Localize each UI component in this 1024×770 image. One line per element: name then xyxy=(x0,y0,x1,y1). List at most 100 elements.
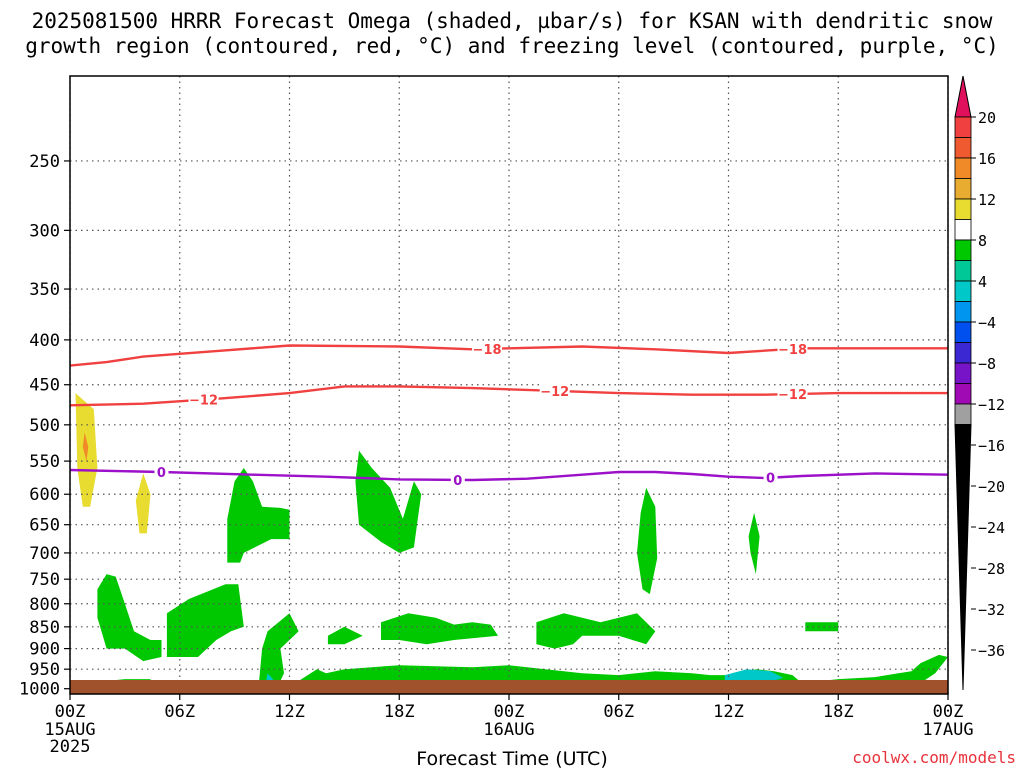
contour-0 xyxy=(70,468,948,482)
contour-labels: −18 −18 −12 −12 −12 0 0 0 xyxy=(154,340,808,489)
omega-region-5 xyxy=(97,574,162,662)
y-tick-label: 350 xyxy=(29,280,60,300)
credit-link[interactable]: coolwx.com/models xyxy=(852,748,1016,767)
omega-region-12 xyxy=(536,613,656,649)
colorbar-label: −12 xyxy=(978,396,1005,414)
omega-region-17 xyxy=(748,512,760,575)
omega-region-10 xyxy=(327,626,363,645)
omega-region-1 xyxy=(82,432,89,462)
y-tick-label: 1000 xyxy=(19,680,60,700)
contour-label-bg xyxy=(450,471,465,488)
contour-label-bg xyxy=(777,340,808,357)
colorbar-swatch xyxy=(954,260,972,282)
y-tick-label: 750 xyxy=(29,570,60,590)
colorbar-swatch xyxy=(954,116,972,138)
colorbar-label: −36 xyxy=(978,642,1005,660)
colorbar-swatch xyxy=(954,280,972,302)
omega-region-6 xyxy=(166,584,244,657)
x-tick-label: 00Z xyxy=(55,702,86,722)
y-tick-label: 650 xyxy=(29,516,60,536)
ground-bar xyxy=(70,680,948,694)
colorbar-swatch xyxy=(954,239,972,261)
y-tick-label: 450 xyxy=(29,376,60,396)
contour-label: −18 xyxy=(473,343,502,358)
chart-title-line1: 2025081500 HRRR Forecast Omega (shaded, … xyxy=(31,9,993,33)
contour-label-bg xyxy=(763,469,778,486)
colorbar-label: 12 xyxy=(978,191,996,209)
y-tick-label: 950 xyxy=(29,660,60,680)
x-tick-sublabel: 16AUG xyxy=(483,720,534,740)
omega-region-13 xyxy=(805,622,839,632)
colorbar-swatch xyxy=(954,383,972,405)
omega-region-4 xyxy=(355,450,422,553)
colorbar-arrow-bottom xyxy=(954,424,972,691)
x-tick-label: 00Z xyxy=(933,702,964,722)
x-tick-sublabel: 15AUG xyxy=(44,720,95,740)
y-tick-label: 800 xyxy=(29,595,60,615)
colorbar-swatch xyxy=(954,178,972,200)
chart-title-line2: growth region (contoured, red, °C) and f… xyxy=(25,34,999,58)
contour-label: 0 xyxy=(157,466,166,481)
y-tick-label: 550 xyxy=(29,452,60,472)
x-tick-label: 18Z xyxy=(823,702,854,722)
omega-region-11 xyxy=(381,613,498,645)
colorbar-label: −8 xyxy=(978,355,996,373)
y-tick-label: 700 xyxy=(29,544,60,564)
x-tick-label: 06Z xyxy=(603,702,634,722)
colorbar-label: −20 xyxy=(978,478,1005,496)
colorbar-label: −32 xyxy=(978,601,1005,619)
colorbar-swatch xyxy=(954,219,972,241)
contour-label-bg xyxy=(777,386,808,403)
colorbar-label: 8 xyxy=(978,232,987,250)
colorbar-label: −24 xyxy=(978,519,1005,537)
contour-label-bg xyxy=(188,391,219,408)
omega-region-3 xyxy=(227,468,290,563)
x-tick-label: 18Z xyxy=(384,702,415,722)
colorbar-swatch xyxy=(954,342,972,364)
colorbar-swatch xyxy=(954,157,972,179)
colorbar-swatch xyxy=(954,403,972,425)
y-tick-label: 300 xyxy=(29,221,60,241)
contour-label: 0 xyxy=(766,472,775,487)
colorbar-swatch xyxy=(954,362,972,384)
colorbar-label: 4 xyxy=(978,273,987,291)
contour-label: −18 xyxy=(778,343,807,358)
x-tick-label: 12Z xyxy=(274,702,305,722)
y-tick-label: 900 xyxy=(29,640,60,660)
y-tick-label: 600 xyxy=(29,485,60,505)
y-tick-label: 400 xyxy=(29,331,60,351)
contour-label: −12 xyxy=(540,385,569,400)
y-tick-label: 250 xyxy=(29,152,60,172)
colorbar: 20 16 12 8 4 −4 −8 −12 −16 −20 −24 −28 −32 −36 xyxy=(954,75,1005,691)
contour-label-bg xyxy=(154,464,169,481)
y-tick-label: 500 xyxy=(29,416,60,436)
omega-region-16 xyxy=(637,487,658,595)
x-tick-sublabel: 17AUG xyxy=(922,720,973,740)
colorbar-label: −28 xyxy=(978,560,1005,578)
x-tick-label: 06Z xyxy=(164,702,195,722)
y-tick-label: 850 xyxy=(29,618,60,638)
x-tick-label: 00Z xyxy=(494,702,525,722)
colorbar-arrow-top xyxy=(954,75,972,118)
omega-region-8 xyxy=(258,613,299,689)
y-axis: 2503003504004505005506006507007508008509… xyxy=(19,152,70,700)
contour-label: 0 xyxy=(453,474,462,489)
omega-region-2 xyxy=(135,473,151,534)
colorbar-swatch xyxy=(954,137,972,159)
x-tick-sublabel: 2025 xyxy=(50,737,91,757)
contour-label: −12 xyxy=(778,388,807,403)
x-axis-title: Forecast Time (UTC) xyxy=(416,748,608,770)
colorbar-swatch xyxy=(954,321,972,343)
colorbar-label: 20 xyxy=(978,109,996,127)
colorbar-label: −16 xyxy=(978,437,1005,455)
colorbar-label: 16 xyxy=(978,150,996,168)
x-tick-label: 12Z xyxy=(713,702,744,722)
contour-label: −12 xyxy=(189,394,218,409)
contour-label-bg xyxy=(472,340,503,357)
colorbar-label: −4 xyxy=(978,314,996,332)
colorbar-swatch xyxy=(954,198,972,220)
contour-label-bg xyxy=(539,382,570,399)
colorbar-swatch xyxy=(954,301,972,323)
